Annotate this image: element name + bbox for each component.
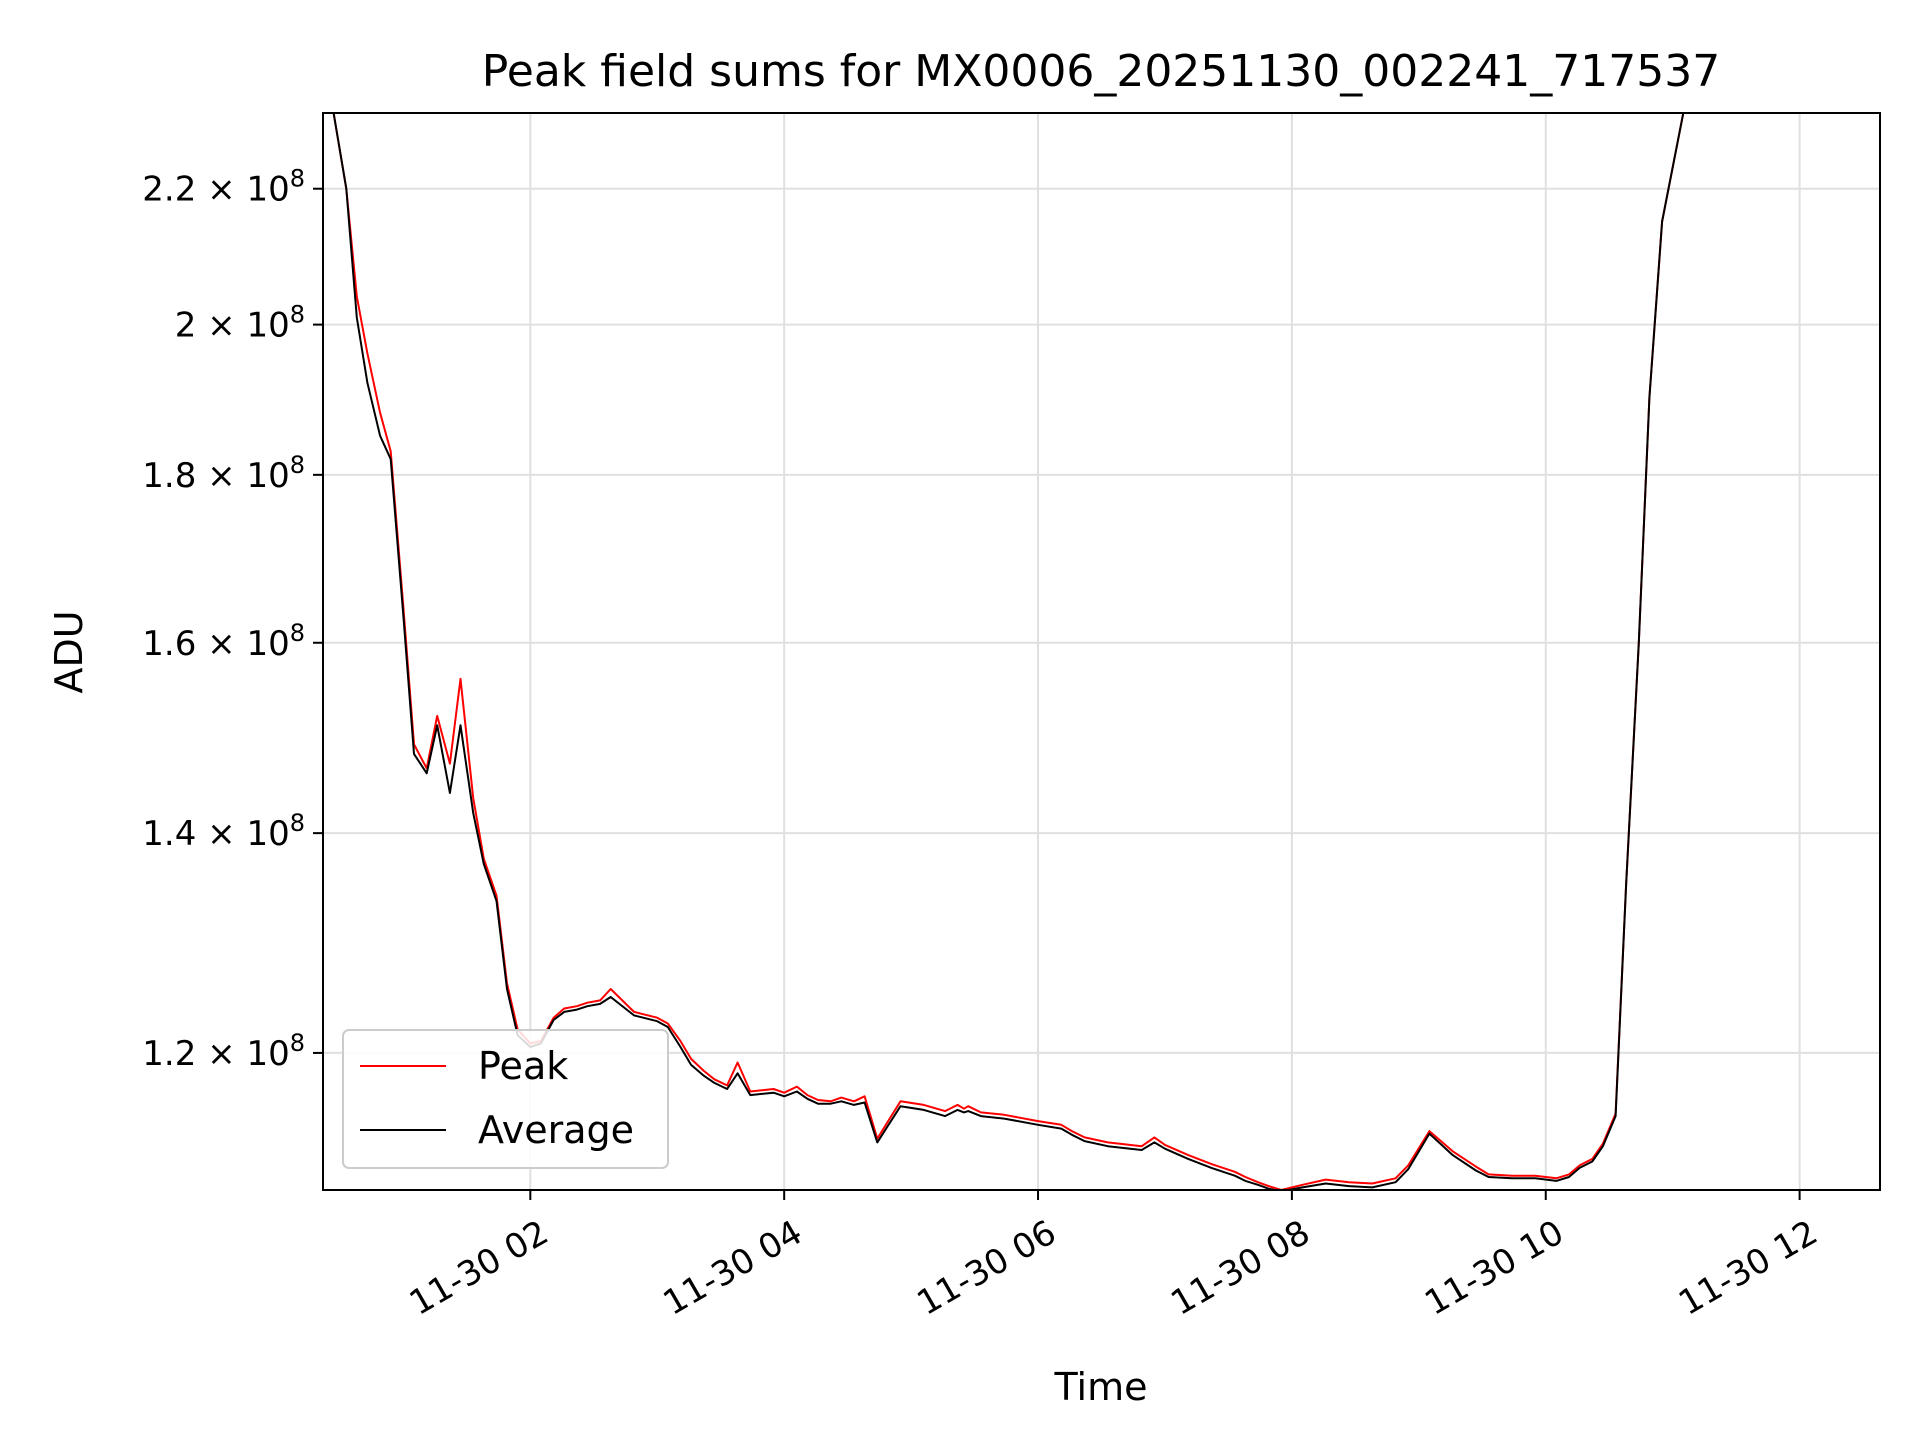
- y-tick-label: 2.2 × 108: [142, 165, 305, 210]
- legend-label-average: Average: [478, 1108, 634, 1152]
- y-tick-label: 1.6 × 108: [142, 619, 305, 664]
- legend-box: [342, 1029, 669, 1169]
- chart-title: Peak field sums for MX0006_20251130_0022…: [482, 46, 1720, 97]
- legend-label-peak: Peak: [478, 1044, 568, 1088]
- y-tick-label: 1.8 × 108: [142, 451, 305, 496]
- legend: Peak Average: [342, 1029, 669, 1169]
- plot-frame: [322, 112, 1881, 1191]
- y-tick-label: 1.2 × 108: [142, 1029, 305, 1074]
- y-axis-label: ADU: [47, 610, 91, 693]
- x-axis-label: Time: [1054, 1365, 1148, 1409]
- y-tick-label: 1.4 × 108: [142, 809, 305, 854]
- y-tick-label: 2 × 108: [175, 301, 305, 346]
